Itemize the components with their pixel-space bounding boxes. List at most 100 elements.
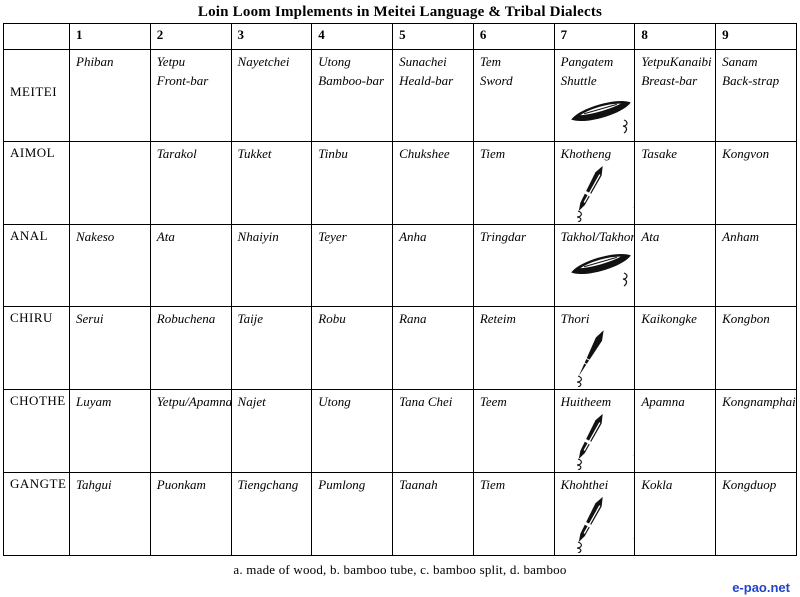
term-text: YetpuKanaibi (641, 53, 711, 72)
term-text: Shuttle (561, 72, 631, 91)
wood-shuttle-icon: a (567, 93, 635, 139)
term-text: Breast-bar (641, 72, 711, 91)
term-text: Tinbu (318, 145, 388, 164)
cell-chothe-col7: Huitheemb (554, 390, 635, 473)
cell-gangte-col1: Tahgui (70, 473, 151, 556)
cell-chiru-col2: Robuchena (150, 307, 231, 390)
page-title: Loin Loom Implements in Meitei Language … (0, 4, 800, 21)
term-text: Reteim (480, 310, 550, 329)
cell-gangte-col7: Khohtheib (554, 473, 635, 556)
cell-aimol-col9: Kongvon (716, 141, 797, 224)
term-text: Pumlong (318, 476, 388, 495)
language-label-gangte: GANGTE (4, 473, 70, 556)
footnote: a. made of wood, b. bamboo tube, c. bamb… (0, 562, 800, 578)
cell-anal-col1: Nakeso (70, 224, 151, 307)
term-text: Chukshee (399, 145, 469, 164)
cell-aimol-col5: Chukshee (393, 141, 474, 224)
cell-chothe-col1: Luyam (70, 390, 151, 473)
cell-aimol-col3: Tukket (231, 141, 312, 224)
term-text: Sword (480, 72, 550, 91)
term-text: Robuchena (157, 310, 227, 329)
cell-anal-col9: Anham (716, 224, 797, 307)
term-text: Tahgui (76, 476, 146, 495)
cell-aimol-col4: Tinbu (312, 141, 393, 224)
term-text: Apamna (641, 393, 711, 412)
term-text: Utong (318, 393, 388, 412)
cell-chiru-col3: Taije (231, 307, 312, 390)
cell-meitei-col1: Phiban (70, 50, 151, 142)
column-header-8: 8 (635, 24, 716, 50)
cell-gangte-col4: Pumlong (312, 473, 393, 556)
term-text: Rana (399, 310, 469, 329)
column-header-5: 5 (393, 24, 474, 50)
term-text: Kaikongke (641, 310, 711, 329)
term-text: Tarakol (157, 145, 227, 164)
term-text: Tringdar (480, 228, 550, 247)
corner-cell (4, 24, 70, 50)
term-text: Serui (76, 310, 146, 329)
cell-chothe-col6: Teem (473, 390, 554, 473)
cell-chiru-col1: Serui (70, 307, 151, 390)
cell-chiru-col5: Rana (393, 307, 474, 390)
cell-aimol-col1 (70, 141, 151, 224)
column-header-2: 2 (150, 24, 231, 50)
cell-gangte-col3: Tiengchang (231, 473, 312, 556)
cell-aimol-col8: Tasake (635, 141, 716, 224)
bamboo-split-icon: c (567, 329, 635, 387)
cell-chothe-col8: Apamna (635, 390, 716, 473)
term-text: Robu (318, 310, 388, 329)
bamboo-tube-icon: b (567, 164, 635, 222)
cell-chiru-col8: Kaikongke (635, 307, 716, 390)
term-text: Pangatem (561, 53, 631, 72)
document-page: Loin Loom Implements in Meitei Language … (0, 4, 800, 578)
cell-anal-col4: Teyer (312, 224, 393, 307)
cell-chiru-col4: Robu (312, 307, 393, 390)
term-text: Tiem (480, 145, 550, 164)
cell-anal-col2: Ata (150, 224, 231, 307)
term-text: Tukket (238, 145, 308, 164)
language-label-meitei: MEITEI (4, 50, 70, 142)
cell-gangte-col5: Taanah (393, 473, 474, 556)
term-text: Front-bar (157, 72, 227, 91)
cell-meitei-col3: Nayetchei (231, 50, 312, 142)
column-header-6: 6 (473, 24, 554, 50)
cell-aimol-col7: Khothengb (554, 141, 635, 224)
term-text: Teem (480, 393, 550, 412)
term-text: Tiengchang (238, 476, 308, 495)
bamboo-tube-icon: b (567, 495, 635, 553)
term-text: Nakeso (76, 228, 146, 247)
term-text: Kongbon (722, 310, 792, 329)
column-header-4: 4 (312, 24, 393, 50)
column-header-9: 9 (716, 24, 797, 50)
term-text: Heald-bar (399, 72, 469, 91)
term-text: Kokla (641, 476, 711, 495)
cell-chiru-col6: Reteim (473, 307, 554, 390)
cell-anal-col3: Nhaiyin (231, 224, 312, 307)
term-text: Nayetchei (238, 53, 308, 72)
wood-shuttle-icon: a (567, 246, 635, 304)
language-label-chothe: CHOTHE (4, 390, 70, 473)
language-label-anal: ANAL (4, 224, 70, 307)
term-text: Teyer (318, 228, 388, 247)
cell-anal-col6: Tringdar (473, 224, 554, 307)
term-text: Khotheng (561, 145, 631, 164)
term-text: Kongnamphai (722, 393, 792, 412)
term-text: Sunachei (399, 53, 469, 72)
cell-gangte-col2: Puonkam (150, 473, 231, 556)
cell-gangte-col8: Kokla (635, 473, 716, 556)
cell-chothe-col9: Kongnamphai (716, 390, 797, 473)
term-text: Tasake (641, 145, 711, 164)
